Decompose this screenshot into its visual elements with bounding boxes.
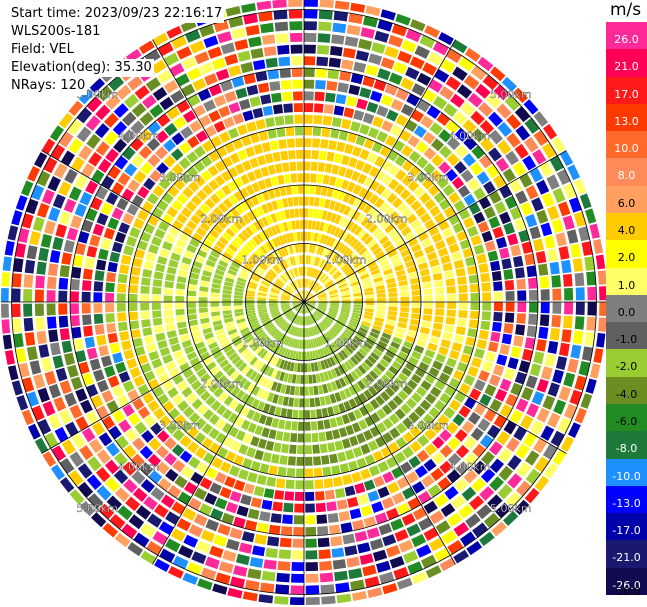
colorbar-unit: m/s [610,0,642,20]
colorbar-swatch [606,294,647,323]
ring-label: 4.00km [449,130,491,143]
colorbar-tick-label: 4.0 [617,224,636,237]
colorbar-tick-label: 8.0 [617,169,636,183]
ring-label: 4.00km [118,130,160,143]
colorbar-swatch [606,322,647,350]
colorbar-tick-label: 10.0 [614,142,639,156]
range-rings [1,0,607,605]
colorbar-swatch [606,513,647,541]
elevation: Elevation(deg): 35.30 [11,59,154,77]
colorbar-swatch [606,403,647,432]
colorbar-tick-label: -21.0 [612,551,641,565]
colorbar-swatch [606,185,647,213]
colorbar-tick-label: -10.0 [612,469,641,483]
scan-metadata: Start time: 2023/09/23 22:16:17 WLS200s-… [11,5,225,95]
colorbar-tick-label: 21.0 [614,60,639,74]
colorbar-tick-label: 1.0 [617,278,636,292]
colorbar-tick-label: 13.0 [614,114,639,128]
ring-label: 1.00km [242,254,284,267]
ring-label: 5.00km [490,88,532,101]
azimuth-line [152,301,305,565]
colorbar-swatch [606,267,647,295]
ring-label: 5.00km [490,502,532,515]
start-time: Start time: 2023/09/23 22:16:17 [11,5,225,23]
ring-label: 3.00km [159,419,201,432]
colorbar-swatch [606,131,647,159]
colorbar-tick-label: 26.0 [614,33,639,46]
ring-label: 2.00km [201,212,243,225]
ring-label: 1.00km [242,336,284,349]
ring-label: 1.00km [325,336,367,349]
colorbar-tick-label: -4.0 [615,387,638,401]
colorbar-swatch [606,22,647,50]
ring-label: 3.00km [407,171,449,184]
ring-labels: 1.00km 1.00km 1.00km 1.00km 2.00km 2.00km 2.00… [76,88,531,515]
colorbar-swatch [606,158,647,186]
colorbar-tick-label: 6.0 [617,196,636,210]
azimuth-line [303,39,456,303]
ring-label: 2.00km [201,378,243,391]
ring-label: 3.00km [407,419,449,432]
colorbar-tick-label: -2.0 [615,360,638,374]
colorbar-tick-label: -13.0 [612,496,641,510]
colorbar-tick-label: -1.0 [615,333,638,347]
colorbar-tick-label: 0.0 [617,305,636,319]
ring-label: 2.00km [366,378,408,391]
azimuth-line [152,39,305,303]
colorbar-tick-label: -8.0 [615,442,638,456]
ring-label: 5.00km [76,502,118,515]
ring-label: 1.00km [325,254,367,267]
colorbar-swatch [606,76,647,104]
colorbar-swatch [606,431,647,459]
ray-count: NRays: 120 [11,77,88,95]
colorbar-swatch [606,103,647,132]
field-name: Field: VEL [11,41,76,59]
colorbar-tick-label: 2.0 [617,251,636,265]
colorbar [606,22,647,595]
instrument-name: WLS200s-181 [11,23,103,41]
colorbar-swatch [606,485,647,514]
colorbar-swatch [606,458,647,486]
azimuth-line [303,301,456,565]
colorbar-swatch [606,567,647,595]
velocity-gates [0,0,608,606]
azimuth-line [41,150,305,303]
colorbar-tick-label: 17.0 [614,87,639,101]
azimuth-line [303,150,567,303]
colorbar-tick-label: -17.0 [612,524,641,538]
colorbar-swatch [606,349,647,377]
colorbar-swatch [606,376,647,404]
colorbar-swatch [606,49,647,77]
ring-label: 4.00km [118,461,160,474]
ring-label: 2.00km [366,212,408,225]
azimuth-line [303,301,567,454]
ring-label: 3.00km [159,171,201,184]
azimuth-line [41,301,305,454]
colorbar-swatch [606,540,647,568]
colorbar-swatch [606,212,647,241]
colorbar-tick-label: -26.0 [612,578,641,592]
colorbar-tick-label: -30.0 [612,585,641,598]
colorbar-swatch [606,240,647,268]
colorbar-tick-label: -6.0 [615,415,638,428]
ring-label: 4.00km [449,461,491,474]
